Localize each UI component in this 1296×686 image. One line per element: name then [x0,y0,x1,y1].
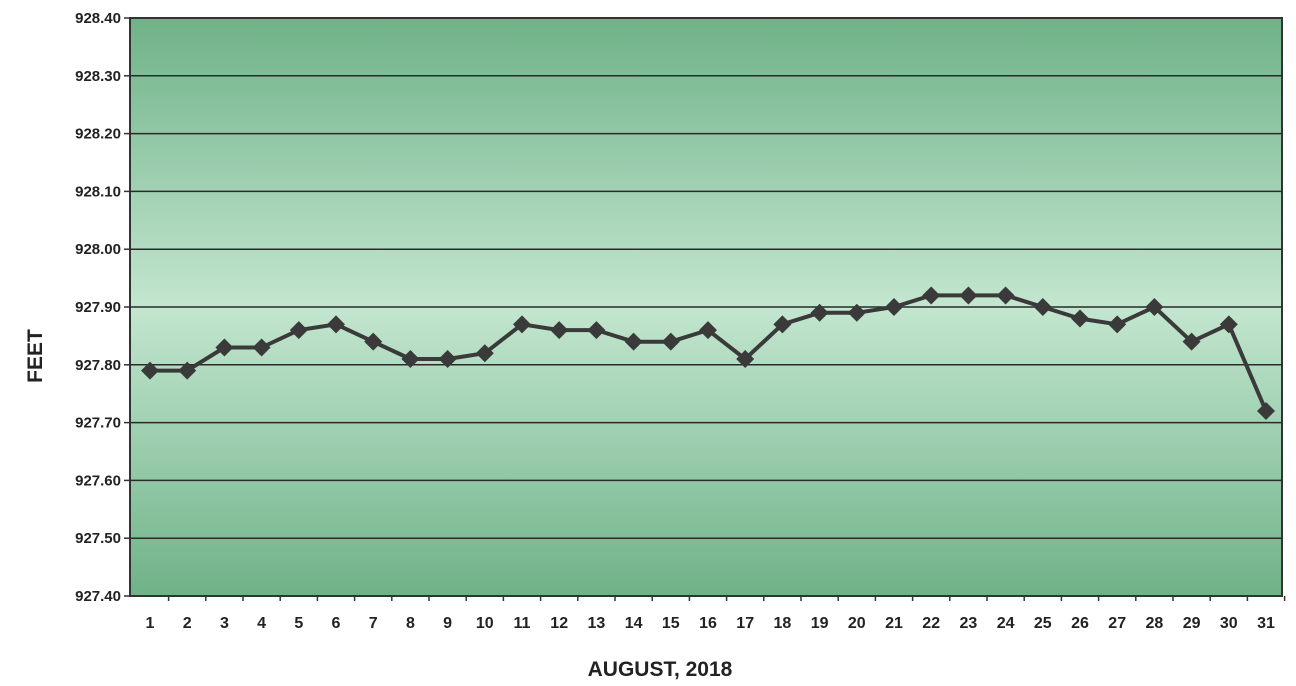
x-tick-label: 20 [848,615,866,632]
y-axis-ticks: 927.40 927.50 927.60 927.70 927.80 927.90 928.… [75,10,130,605]
x-tick-label: 9 [443,615,452,632]
data-point-marker [847,303,866,322]
data-point-marker [1257,402,1275,421]
data-point-marker [364,332,383,351]
y-tick-label: 928.30 [75,68,121,85]
x-tick-label: 8 [406,615,415,632]
data-point-marker [215,338,234,357]
data-point-marker [773,315,792,334]
x-tick-label: 22 [922,615,940,632]
x-tick-label: 3 [220,615,229,632]
x-tick-label: 15 [662,615,680,632]
x-tick-label: 5 [294,615,303,632]
x-tick-label: 29 [1183,615,1201,632]
y-tick-label: 928.20 [75,126,121,143]
y-tick-label: 928.40 [75,10,121,27]
x-tick-label: 28 [1146,615,1164,632]
data-point-marker [661,332,680,351]
x-tick-label: 25 [1034,615,1052,632]
data-point-marker [475,344,494,363]
data-point-marker [699,321,717,340]
x-tick-label: 12 [550,615,568,632]
data-point-marker [550,321,569,340]
y-tick-label: 927.50 [75,530,121,547]
data-point-marker [1108,315,1127,334]
x-tick-label: 19 [811,615,829,632]
data-point-marker [1033,298,1052,316]
data-point-marker [141,361,159,380]
x-tick-label: 23 [960,615,978,632]
x-tick-label: 27 [1108,615,1126,632]
x-tick-label: 2 [183,615,192,632]
x-tick-label: 18 [774,615,792,632]
data-point-marker [289,321,308,340]
y-tick-label: 927.70 [75,415,121,432]
data-point-marker [1071,309,1089,328]
y-tick-label: 928.00 [75,241,121,258]
x-tick-label: 17 [736,615,754,632]
x-tick-label: 10 [476,615,494,632]
x-tick-label: 31 [1257,615,1275,632]
x-tick-label: 11 [514,615,531,632]
x-tick-label: 16 [699,615,717,632]
x-axis-title: AUGUST, 2018 [588,658,733,681]
x-tick-label: 21 [885,615,903,632]
data-point-marker [1219,315,1238,334]
x-tick-label: 30 [1220,615,1238,632]
x-tick-label: 6 [332,615,341,632]
data-point-marker [178,361,197,380]
series-markers [141,286,1275,421]
data-point-marker [252,338,271,357]
data-point-marker [624,332,643,351]
data-point-marker [810,303,829,322]
data-point-marker [438,350,457,369]
data-point-marker [922,286,941,305]
y-tick-label: 927.60 [75,472,121,489]
x-tick-label: 26 [1071,615,1089,632]
x-tick-label: 24 [997,615,1015,632]
x-tick-label: 4 [257,615,266,632]
x-axis-ticks: 1 2 3 4 5 6 7 8 9 10 11 12 13 14 15 16 17 18 19 20 21 22 23 24 2… [146,596,1286,632]
data-point-marker [513,315,531,334]
data-point-marker [959,286,978,305]
x-tick-label: 14 [625,615,643,632]
y-tick-label: 927.40 [75,588,121,605]
x-tick-label: 1 [146,615,155,632]
data-point-marker [885,298,903,316]
data-point-marker [736,350,755,369]
data-point-marker [401,350,420,369]
y-tick-label: 928.10 [75,183,121,200]
y-tick-label: 927.80 [75,357,121,374]
x-tick-label: 13 [588,615,606,632]
y-tick-label: 927.90 [75,299,121,316]
data-point-marker [1182,332,1201,351]
data-point-marker [1145,298,1164,316]
y-axis-title: FEET [24,329,47,383]
data-point-marker [996,286,1015,305]
data-point-marker [327,315,345,334]
data-point-marker [587,321,606,340]
gridlines [130,75,1282,539]
x-tick-label: 7 [369,615,378,632]
